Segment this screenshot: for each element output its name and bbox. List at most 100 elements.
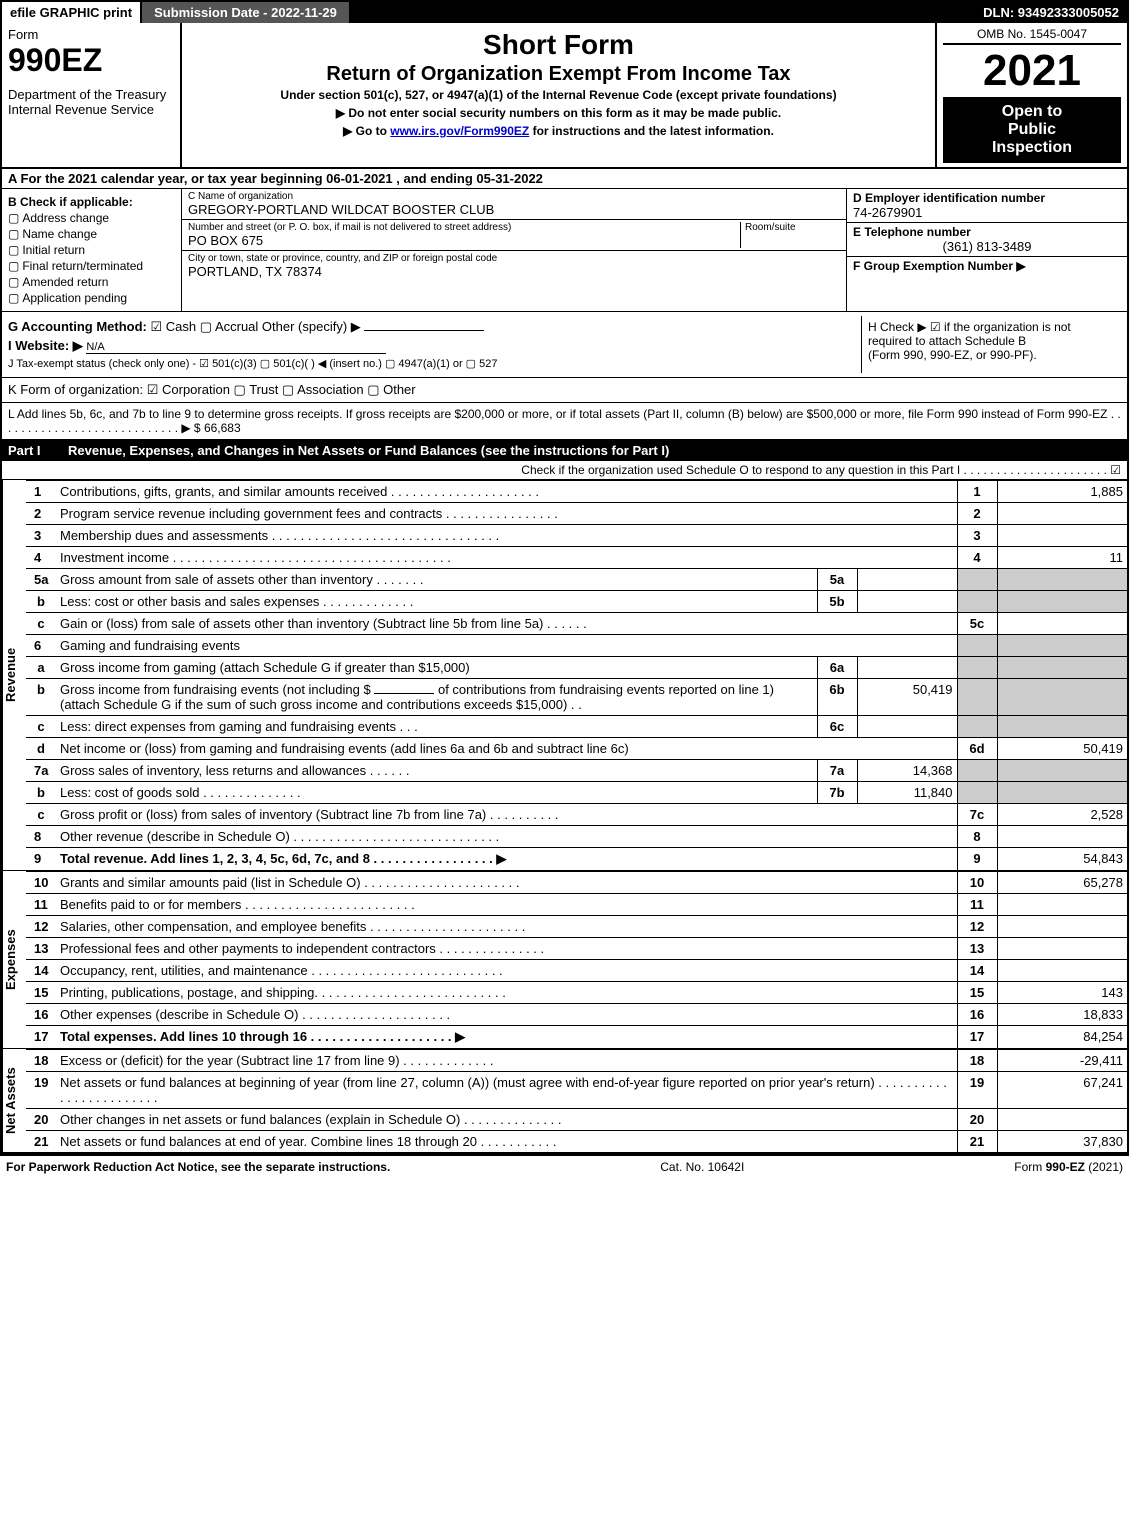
l6c-shade bbox=[957, 716, 997, 738]
l7a-inval: 14,368 bbox=[857, 760, 957, 782]
l10-num: 10 bbox=[26, 872, 56, 894]
room-label: Room/suite bbox=[745, 222, 840, 233]
chk-amended[interactable]: Amended return bbox=[8, 275, 175, 289]
l5b-desc: Less: cost or other basis and sales expe… bbox=[56, 591, 817, 613]
l9-desc: Total revenue. Add lines 1, 2, 3, 4, 5c,… bbox=[56, 848, 957, 871]
l7a-shade bbox=[957, 760, 997, 782]
note-goto: ▶ Go to www.irs.gov/Form990EZ for instru… bbox=[188, 124, 929, 138]
note-goto-pre: ▶ Go to bbox=[343, 124, 390, 138]
inspect1: Open to bbox=[947, 103, 1117, 121]
l3-ln: 3 bbox=[957, 525, 997, 547]
l19-num: 19 bbox=[26, 1072, 56, 1109]
submission-date: Submission Date - 2022-11-29 bbox=[140, 2, 349, 23]
efile-button[interactable]: efile GRAPHIC print bbox=[2, 2, 140, 23]
note-goto-post: for instructions and the latest informat… bbox=[529, 124, 774, 138]
l5b-shade bbox=[957, 591, 997, 613]
l5c-amt bbox=[997, 613, 1127, 635]
l18-num: 18 bbox=[26, 1050, 56, 1072]
l20-amt bbox=[997, 1109, 1127, 1131]
l7b-shade2 bbox=[997, 782, 1127, 804]
l6b-desc1: Gross income from fundraising events (no… bbox=[60, 682, 371, 697]
l6a-num: a bbox=[26, 657, 56, 679]
l17-amt: 84,254 bbox=[997, 1026, 1127, 1049]
part1-label: Part I bbox=[8, 443, 68, 458]
form-label: Form bbox=[8, 27, 174, 42]
l5b-inval bbox=[857, 591, 957, 613]
org-name: GREGORY-PORTLAND WILDCAT BOOSTER CLUB bbox=[188, 202, 840, 217]
l12-amt bbox=[997, 916, 1127, 938]
row-j: J Tax-exempt status (check only one) - ☑… bbox=[8, 357, 861, 370]
l6b-blank bbox=[374, 693, 434, 694]
title-return: Return of Organization Exempt From Incom… bbox=[188, 63, 929, 86]
l3-amt bbox=[997, 525, 1127, 547]
g-accrual[interactable]: ▢ Accrual bbox=[200, 319, 259, 334]
l7b-shade bbox=[957, 782, 997, 804]
l2-desc: Program service revenue including govern… bbox=[56, 503, 957, 525]
inspect3: Inspection bbox=[947, 139, 1117, 157]
l16-desc: Other expenses (describe in Schedule O) … bbox=[56, 1004, 957, 1026]
col-def: D Employer identification number 74-2679… bbox=[847, 189, 1127, 311]
open-to-public: Open to Public Inspection bbox=[943, 97, 1121, 163]
l6a-shade2 bbox=[997, 657, 1127, 679]
form-header: Form 990EZ Department of the Treasury In… bbox=[2, 23, 1127, 169]
chk-address[interactable]: Address change bbox=[8, 211, 175, 225]
l11-desc: Benefits paid to or for members . . . . … bbox=[56, 894, 957, 916]
l4-desc: Investment income . . . . . . . . . . . … bbox=[56, 547, 957, 569]
l20-ln: 20 bbox=[957, 1109, 997, 1131]
dept: Department of the Treasury bbox=[8, 87, 174, 102]
footer-right-post: (2021) bbox=[1085, 1160, 1123, 1174]
l17-desc: Total expenses. Add lines 10 through 16 … bbox=[56, 1026, 957, 1049]
title-sub: Under section 501(c), 527, or 4947(a)(1)… bbox=[188, 88, 929, 102]
omb: OMB No. 1545-0047 bbox=[943, 27, 1121, 45]
l13-desc: Professional fees and other payments to … bbox=[56, 938, 957, 960]
l4-num: 4 bbox=[26, 547, 56, 569]
expenses-section: Expenses 10Grants and similar amounts pa… bbox=[2, 871, 1127, 1049]
g-label: G Accounting Method: bbox=[8, 319, 147, 334]
l11-amt bbox=[997, 894, 1127, 916]
c-city-cell: City or town, state or province, country… bbox=[182, 251, 846, 281]
footer-right-pre: Form bbox=[1014, 1160, 1045, 1174]
l6-shade2 bbox=[997, 635, 1127, 657]
l5a-in: 5a bbox=[817, 569, 857, 591]
l14-desc: Occupancy, rent, utilities, and maintena… bbox=[56, 960, 957, 982]
l13-amt bbox=[997, 938, 1127, 960]
row-h: H Check ▶ ☑ if the organization is not r… bbox=[861, 316, 1121, 373]
part1-sub: Check if the organization used Schedule … bbox=[2, 461, 1127, 480]
l6b-shade2 bbox=[997, 679, 1127, 716]
l21-num: 21 bbox=[26, 1131, 56, 1153]
form-number: 990EZ bbox=[8, 42, 174, 79]
chk-pending[interactable]: Application pending bbox=[8, 291, 175, 305]
l20-num: 20 bbox=[26, 1109, 56, 1131]
footer-right-bold: 990-EZ bbox=[1046, 1160, 1085, 1174]
chk-final[interactable]: Final return/terminated bbox=[8, 259, 175, 273]
l6a-in: 6a bbox=[817, 657, 857, 679]
org-street: PO BOX 675 bbox=[188, 233, 740, 248]
l18-ln: 18 bbox=[957, 1050, 997, 1072]
l3-num: 3 bbox=[26, 525, 56, 547]
l5a-shade bbox=[957, 569, 997, 591]
h-sub: (Form 990, 990-EZ, or 990-PF). bbox=[868, 348, 1115, 362]
l5b-num: b bbox=[26, 591, 56, 613]
l7b-inval: 11,840 bbox=[857, 782, 957, 804]
chk-name[interactable]: Name change bbox=[8, 227, 175, 241]
l7c-amt: 2,528 bbox=[997, 804, 1127, 826]
row-ghij: G Accounting Method: ☑ Cash ▢ Accrual Ot… bbox=[2, 312, 1127, 378]
dln: DLN: 93492333005052 bbox=[975, 2, 1127, 23]
chk-initial[interactable]: Initial return bbox=[8, 243, 175, 257]
l12-desc: Salaries, other compensation, and employ… bbox=[56, 916, 957, 938]
l8-ln: 8 bbox=[957, 826, 997, 848]
l1-desc: Contributions, gifts, grants, and simila… bbox=[56, 481, 957, 503]
l16-amt: 18,833 bbox=[997, 1004, 1127, 1026]
b-label: B Check if applicable: bbox=[8, 195, 175, 209]
g-other[interactable]: Other (specify) ▶ bbox=[262, 319, 361, 334]
l18-desc: Excess or (deficit) for the year (Subtra… bbox=[56, 1050, 957, 1072]
l6c-in: 6c bbox=[817, 716, 857, 738]
g-other-line bbox=[364, 330, 484, 331]
l18-amt: -29,411 bbox=[997, 1050, 1127, 1072]
g-cash[interactable]: ☑ Cash bbox=[151, 319, 197, 334]
spacer bbox=[349, 2, 975, 23]
l6b-desc: Gross income from fundraising events (no… bbox=[56, 679, 817, 716]
irs-link[interactable]: www.irs.gov/Form990EZ bbox=[390, 124, 529, 138]
l9-amt: 54,843 bbox=[997, 848, 1127, 871]
c-name-label: C Name of organization bbox=[188, 191, 840, 202]
